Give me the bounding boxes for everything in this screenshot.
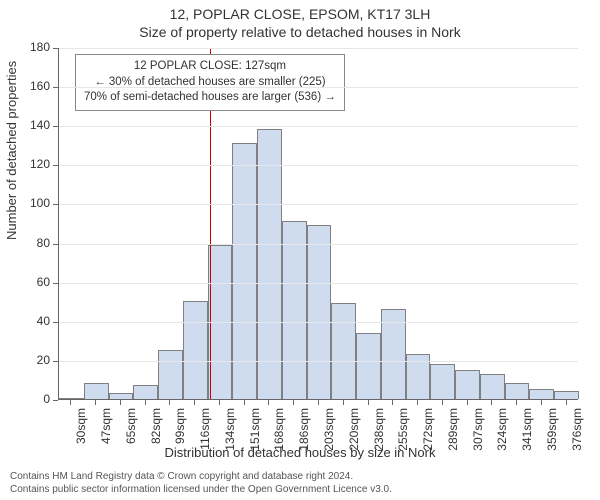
- y-tick-label: 0: [10, 392, 50, 406]
- bar: [430, 364, 455, 399]
- bar: [109, 393, 134, 399]
- y-tick-mark: [53, 204, 58, 205]
- chart-title-line1: 12, POPLAR CLOSE, EPSOM, KT17 3LH: [0, 6, 600, 22]
- x-tick-mark: [244, 400, 245, 405]
- x-tick-mark: [343, 400, 344, 405]
- y-tick-label: 160: [10, 79, 50, 93]
- x-tick-mark: [392, 400, 393, 405]
- bar: [529, 389, 554, 399]
- bar: [331, 303, 356, 399]
- x-tick-mark: [368, 400, 369, 405]
- x-tick-mark: [120, 400, 121, 405]
- y-tick-mark: [53, 361, 58, 362]
- x-tick-mark: [169, 400, 170, 405]
- y-tick-mark: [53, 322, 58, 323]
- annotation-box: 12 POPLAR CLOSE: 127sqm← 30% of detached…: [75, 54, 345, 111]
- bar: [505, 383, 530, 399]
- gridline: [59, 322, 578, 323]
- y-tick-label: 140: [10, 118, 50, 132]
- gridline: [59, 283, 578, 284]
- y-tick-mark: [53, 244, 58, 245]
- x-tick-mark: [145, 400, 146, 405]
- y-tick-label: 20: [10, 353, 50, 367]
- bar: [554, 391, 579, 399]
- gridline: [59, 48, 578, 49]
- chart-container: 12, POPLAR CLOSE, EPSOM, KT17 3LH Size o…: [0, 0, 600, 500]
- y-tick-label: 40: [10, 314, 50, 328]
- x-tick-mark: [516, 400, 517, 405]
- footer-line2: Contains public sector information licen…: [10, 483, 392, 496]
- bar: [84, 383, 109, 399]
- y-tick-label: 100: [10, 196, 50, 210]
- bar: [356, 333, 381, 399]
- gridline: [59, 87, 578, 88]
- y-tick-mark: [53, 126, 58, 127]
- y-tick-mark: [53, 165, 58, 166]
- gridline: [59, 204, 578, 205]
- x-tick-mark: [95, 400, 96, 405]
- x-tick-mark: [442, 400, 443, 405]
- bar: [480, 374, 505, 399]
- bar: [282, 221, 307, 399]
- gridline: [59, 165, 578, 166]
- gridline: [59, 244, 578, 245]
- bar: [59, 398, 84, 399]
- plot-area: 12 POPLAR CLOSE: 127sqm← 30% of detached…: [58, 48, 578, 400]
- bar: [158, 350, 183, 399]
- footer-credits: Contains HM Land Registry data © Crown c…: [10, 470, 392, 496]
- x-tick-mark: [268, 400, 269, 405]
- x-axis-label: Distribution of detached houses by size …: [0, 445, 600, 460]
- bar: [133, 385, 158, 399]
- y-tick-mark: [53, 48, 58, 49]
- bar: [257, 129, 282, 399]
- bar: [455, 370, 480, 399]
- gridline: [59, 361, 578, 362]
- x-tick-mark: [417, 400, 418, 405]
- x-tick-mark: [566, 400, 567, 405]
- y-tick-label: 180: [10, 40, 50, 54]
- chart-title-line2: Size of property relative to detached ho…: [0, 24, 600, 40]
- x-tick-mark: [293, 400, 294, 405]
- y-tick-mark: [53, 87, 58, 88]
- gridline: [59, 126, 578, 127]
- y-tick-mark: [53, 400, 58, 401]
- bar: [183, 301, 208, 399]
- y-tick-label: 60: [10, 275, 50, 289]
- x-tick-mark: [467, 400, 468, 405]
- x-tick-mark: [194, 400, 195, 405]
- annotation-line: 70% of semi-detached houses are larger (…: [84, 90, 336, 106]
- y-tick-label: 80: [10, 236, 50, 250]
- bar: [307, 225, 332, 399]
- y-tick-label: 120: [10, 157, 50, 171]
- footer-line1: Contains HM Land Registry data © Crown c…: [10, 470, 392, 483]
- annotation-line: 12 POPLAR CLOSE: 127sqm: [84, 59, 336, 75]
- x-tick-mark: [491, 400, 492, 405]
- y-tick-mark: [53, 283, 58, 284]
- x-tick-mark: [318, 400, 319, 405]
- x-tick-mark: [70, 400, 71, 405]
- x-tick-mark: [541, 400, 542, 405]
- x-tick-mark: [219, 400, 220, 405]
